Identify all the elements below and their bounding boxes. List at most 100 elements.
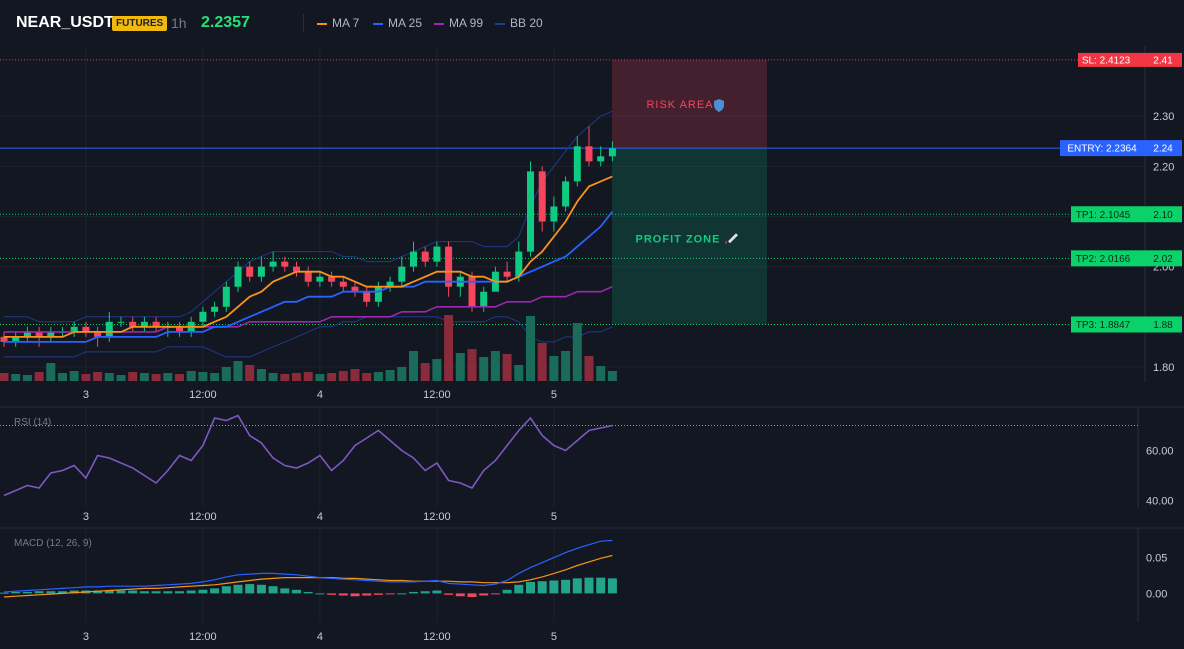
macd-hist-bar — [455, 593, 465, 597]
volume-bar — [596, 366, 606, 381]
candle-body[interactable] — [374, 286, 382, 302]
candle-body[interactable] — [597, 156, 605, 162]
candle-body[interactable] — [503, 271, 511, 277]
volume-bar — [572, 323, 582, 381]
candle-body[interactable] — [152, 321, 160, 327]
macd-hist-bar — [385, 593, 395, 595]
macd-label: MACD (12, 26, 9) — [14, 538, 92, 549]
sl-tag: SL: 2.4123 2.41 — [1078, 52, 1182, 67]
candle-body[interactable] — [176, 326, 183, 332]
time-tick-label: 12:00 — [423, 389, 451, 401]
candle-body[interactable] — [608, 148, 616, 157]
macd-tick-label: 0.05 — [1146, 553, 1167, 565]
volume-bar — [397, 367, 407, 381]
volume-bar — [116, 375, 126, 381]
macd-hist-bar — [338, 593, 348, 596]
candle-body[interactable] — [234, 266, 242, 287]
time-axis-macd: 3 12:00 4 12:00 5 — [83, 631, 557, 643]
time-tick-label: 4 — [317, 389, 323, 401]
candle-body[interactable] — [293, 266, 300, 272]
candle-body[interactable] — [363, 291, 371, 302]
legend-bb20[interactable]: BB 20 — [495, 16, 543, 30]
candle-body[interactable] — [129, 321, 137, 327]
candle-body[interactable] — [82, 326, 90, 332]
candle-body[interactable] — [421, 251, 429, 262]
candle-body[interactable] — [480, 291, 488, 307]
macd-pane[interactable]: 0.00 0.05 — [0, 539, 1167, 600]
candle-body[interactable] — [117, 321, 125, 323]
candle-body[interactable] — [550, 206, 558, 222]
candle-body[interactable] — [0, 336, 8, 342]
macd-hist-bar — [467, 593, 477, 597]
candle-body[interactable] — [433, 246, 441, 262]
volume-bar — [81, 374, 91, 381]
candle-body[interactable] — [281, 261, 289, 267]
volume-bars — [0, 315, 617, 381]
candle-body[interactable] — [94, 331, 102, 337]
candle-body[interactable] — [398, 266, 406, 282]
candle-body[interactable] — [468, 276, 476, 307]
candle-body[interactable] — [211, 306, 219, 312]
candle-body[interactable] — [246, 266, 254, 277]
shield-icon — [714, 98, 724, 112]
volume-bar — [315, 374, 325, 381]
time-tick-label: 5 — [551, 389, 557, 401]
candle-body[interactable] — [23, 331, 31, 337]
macd-hist-bar — [11, 591, 21, 594]
candle-body[interactable] — [222, 286, 230, 307]
macd-hist-bar — [397, 593, 407, 595]
volume-bar — [362, 373, 372, 381]
legend-ma7[interactable]: MA 7 — [317, 16, 359, 30]
macd-hist-bar — [34, 591, 44, 594]
rsi-pane[interactable]: 40.00 60.00 — [3, 414, 1174, 508]
tp1-tag: TP1: 2.1045 2.10 — [1071, 206, 1182, 223]
candle-body[interactable] — [47, 331, 55, 337]
candle-body[interactable] — [410, 251, 417, 267]
price-tick-label: 2.30 — [1153, 111, 1174, 123]
symbol-name[interactable]: NEAR_USDT — [16, 14, 114, 31]
volume-bar — [385, 370, 395, 381]
candle-body[interactable] — [70, 326, 78, 332]
candle-body[interactable] — [316, 276, 324, 282]
legend-ma99[interactable]: MA 99 — [434, 16, 483, 30]
candle-body[interactable] — [515, 251, 523, 277]
candle-body[interactable] — [35, 331, 43, 337]
time-tick-label: 4 — [317, 631, 323, 643]
volume-bar — [198, 372, 208, 381]
entry-tag: ENTRY: 2.2364 2.24 — [1060, 140, 1182, 157]
tp3-tag-label: TP3: 1.8847 — [1076, 320, 1131, 331]
volume-bar — [11, 374, 21, 381]
candle-body[interactable] — [304, 271, 312, 282]
candle-body[interactable] — [562, 181, 570, 207]
candle-body[interactable] — [105, 321, 113, 337]
candle-body[interactable] — [386, 281, 394, 287]
macd-hist-bar — [116, 590, 126, 594]
candle-body[interactable] — [328, 276, 336, 282]
candle-body[interactable] — [573, 146, 581, 182]
candles[interactable] — [0, 126, 616, 347]
timeframe-label[interactable]: 1h — [171, 15, 187, 31]
macd-hist-bar — [280, 588, 290, 594]
candle-body[interactable] — [257, 266, 265, 277]
ma7-line — [4, 175, 613, 338]
candle-body[interactable] — [140, 321, 148, 327]
candle-body[interactable] — [339, 281, 347, 287]
candle-body[interactable] — [351, 286, 359, 292]
tp3-tag: TP3: 1.8847 1.88 — [1071, 316, 1182, 333]
legend-ma25[interactable]: MA 25 — [373, 16, 422, 30]
candle-body[interactable] — [12, 336, 20, 342]
macd-hist-bar — [315, 593, 325, 595]
macd-hist-bar — [292, 589, 301, 594]
macd-hist-bar — [479, 593, 489, 596]
candle-body[interactable] — [445, 246, 453, 287]
candle-body[interactable] — [527, 171, 534, 252]
entry-tag-axis: 2.24 — [1153, 144, 1173, 155]
volume-bar — [420, 363, 430, 381]
candle-body[interactable] — [538, 171, 546, 222]
candle-body[interactable] — [199, 311, 207, 322]
candle-body[interactable] — [269, 261, 277, 267]
candle-body[interactable] — [585, 146, 593, 162]
risk-zone — [612, 59, 767, 149]
macd-hist-bar — [409, 591, 418, 594]
